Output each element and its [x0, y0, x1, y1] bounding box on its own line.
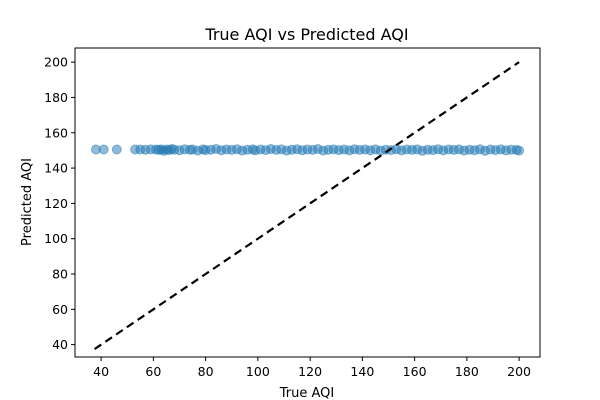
x-axis-ticks: 40 60 80 100 120 140 160 180 200: [93, 357, 531, 379]
x-tick-label: 100: [246, 364, 270, 379]
x-axis-label: True AQI: [279, 386, 334, 400]
reference-line: [93, 61, 520, 350]
axes-frame: [74, 47, 541, 358]
plot-area: [74, 47, 541, 358]
x-tick-label: 160: [403, 364, 427, 379]
x-tick-label: 40: [93, 364, 109, 379]
x-tick-label: 200: [507, 364, 531, 379]
y-tick-label: 40: [52, 337, 68, 352]
scatter-point: [111, 144, 122, 155]
y-axis-label: Predicted AQI: [20, 158, 35, 246]
y-tick-label: 100: [44, 231, 68, 246]
x-tick-label: 180: [455, 364, 479, 379]
scatter-point: [98, 144, 109, 155]
y-tick-label: 80: [52, 267, 68, 282]
x-tick-label: 60: [145, 364, 161, 379]
y-axis-ticks: 40 60 80 100 120 140 160 180 200: [44, 55, 75, 352]
y-tick-label: 120: [44, 196, 68, 211]
y-tick-label: 180: [44, 90, 68, 105]
y-tick-label: 140: [44, 161, 68, 176]
y-tick-label: 160: [44, 125, 68, 140]
x-tick-label: 140: [350, 364, 374, 379]
x-tick-label: 120: [298, 364, 322, 379]
x-tick-label: 80: [198, 364, 214, 379]
y-tick-label: 60: [52, 302, 68, 317]
chart-title: True AQI vs Predicted AQI: [204, 25, 408, 44]
scatter-point: [514, 145, 525, 156]
data-points: [90, 144, 525, 156]
y-tick-label: 200: [44, 55, 68, 70]
